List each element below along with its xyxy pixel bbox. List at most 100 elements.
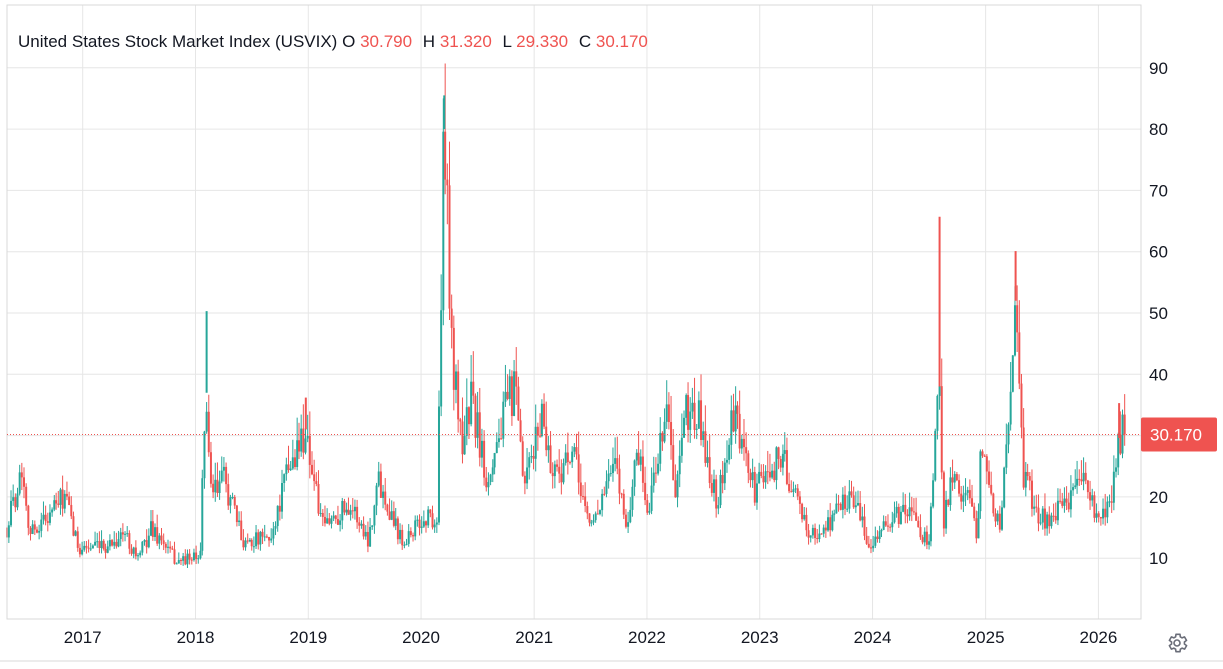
candle-body bbox=[276, 505, 279, 527]
candle-body bbox=[418, 519, 421, 528]
candle-body bbox=[201, 478, 204, 551]
candle-body bbox=[1011, 355, 1014, 392]
candle-body bbox=[476, 412, 479, 438]
candle-body bbox=[248, 539, 251, 542]
candle-body bbox=[841, 494, 844, 510]
candle-body bbox=[915, 512, 918, 521]
candle-body bbox=[401, 529, 404, 546]
candle-body bbox=[876, 536, 879, 540]
candle-body bbox=[336, 519, 339, 525]
candle-body bbox=[87, 547, 90, 549]
candle-body bbox=[895, 506, 898, 514]
candle-body bbox=[796, 488, 799, 497]
candle-body bbox=[960, 493, 963, 502]
candle-body bbox=[457, 371, 460, 420]
legend-close-label: C bbox=[578, 32, 592, 51]
candle-body bbox=[674, 480, 677, 498]
candle-body bbox=[672, 445, 675, 481]
candle-body bbox=[162, 540, 165, 544]
x-tick-label: 2020 bbox=[402, 628, 440, 647]
candle-body bbox=[611, 463, 614, 474]
candle-body bbox=[566, 452, 569, 463]
candle-body bbox=[1082, 472, 1085, 482]
candle-body bbox=[487, 482, 490, 488]
candle-body bbox=[1067, 502, 1070, 510]
x-tick-label: 2019 bbox=[289, 628, 327, 647]
candle-body bbox=[431, 513, 434, 528]
candle-body bbox=[1022, 427, 1025, 488]
x-tick-label: 2023 bbox=[741, 628, 779, 647]
candle-body bbox=[134, 547, 137, 557]
candle-body bbox=[384, 491, 387, 505]
candle-body bbox=[252, 546, 255, 548]
candle-body bbox=[1013, 305, 1016, 356]
last-price-label: 30.170 bbox=[1150, 426, 1202, 445]
candle-body bbox=[998, 513, 1001, 530]
candle-body bbox=[141, 541, 144, 553]
time-axis[interactable]: 2017 2018 2019 2020 2021 2022 2023 2024 2025 2026 bbox=[64, 628, 1118, 647]
candle-body bbox=[992, 493, 995, 514]
candle-body bbox=[760, 471, 763, 476]
candle-body bbox=[55, 500, 58, 504]
candle-body bbox=[205, 411, 208, 432]
candle-body bbox=[562, 463, 565, 483]
candle-body bbox=[35, 529, 38, 533]
candle-body bbox=[489, 474, 492, 483]
candle-body bbox=[560, 473, 563, 483]
candle-body bbox=[902, 504, 905, 512]
candle-body bbox=[635, 452, 638, 461]
candle-body bbox=[857, 503, 860, 506]
candle-body bbox=[571, 451, 574, 463]
candle-body bbox=[332, 515, 335, 519]
candle-body bbox=[452, 327, 455, 390]
candle-body bbox=[882, 521, 885, 530]
candle-body bbox=[46, 521, 49, 523]
candle-body bbox=[416, 519, 419, 521]
candle-body bbox=[444, 131, 447, 180]
candle-body bbox=[1061, 501, 1064, 506]
candle-body bbox=[880, 529, 883, 532]
candle-body bbox=[942, 472, 945, 529]
candle-body bbox=[1069, 490, 1072, 510]
candle-body bbox=[629, 509, 632, 523]
candle-body bbox=[7, 525, 10, 538]
candle-body bbox=[102, 540, 105, 549]
candle-body bbox=[704, 431, 707, 463]
candle-body bbox=[263, 536, 266, 538]
candle-body bbox=[313, 474, 316, 482]
candle-body bbox=[491, 467, 494, 475]
candle-body bbox=[493, 453, 496, 468]
candle-body bbox=[1050, 515, 1053, 527]
candle-body bbox=[440, 310, 443, 407]
candle-body bbox=[76, 531, 79, 548]
candle-body bbox=[371, 525, 374, 527]
candle-body bbox=[904, 504, 907, 515]
candle-body bbox=[513, 371, 516, 416]
candle-body bbox=[884, 521, 887, 526]
legend-symbol: United States Stock Market Index (USVIX) bbox=[18, 32, 338, 51]
candle-body bbox=[700, 400, 703, 440]
candle-body bbox=[848, 491, 851, 509]
candle-body bbox=[12, 497, 15, 501]
candle-body bbox=[556, 464, 559, 467]
candle-body bbox=[605, 481, 608, 494]
candle-body bbox=[293, 457, 296, 468]
candle-body bbox=[577, 454, 580, 483]
candle-body bbox=[751, 472, 754, 481]
gear-icon[interactable] bbox=[1165, 631, 1189, 655]
candle-body bbox=[502, 401, 505, 439]
candle-body bbox=[78, 547, 81, 555]
candle-body bbox=[454, 371, 457, 390]
candle-body bbox=[358, 522, 361, 526]
candle-body bbox=[1097, 513, 1100, 517]
candle-body bbox=[229, 497, 232, 506]
candle-body bbox=[951, 477, 954, 483]
candle-body bbox=[519, 420, 522, 442]
candle-body bbox=[287, 464, 290, 471]
candle-body bbox=[137, 555, 140, 557]
price-axis[interactable]: 102030405060708090 bbox=[1149, 59, 1168, 568]
candle-body bbox=[719, 474, 722, 506]
candle-body bbox=[341, 501, 344, 521]
candle-body bbox=[747, 453, 750, 473]
